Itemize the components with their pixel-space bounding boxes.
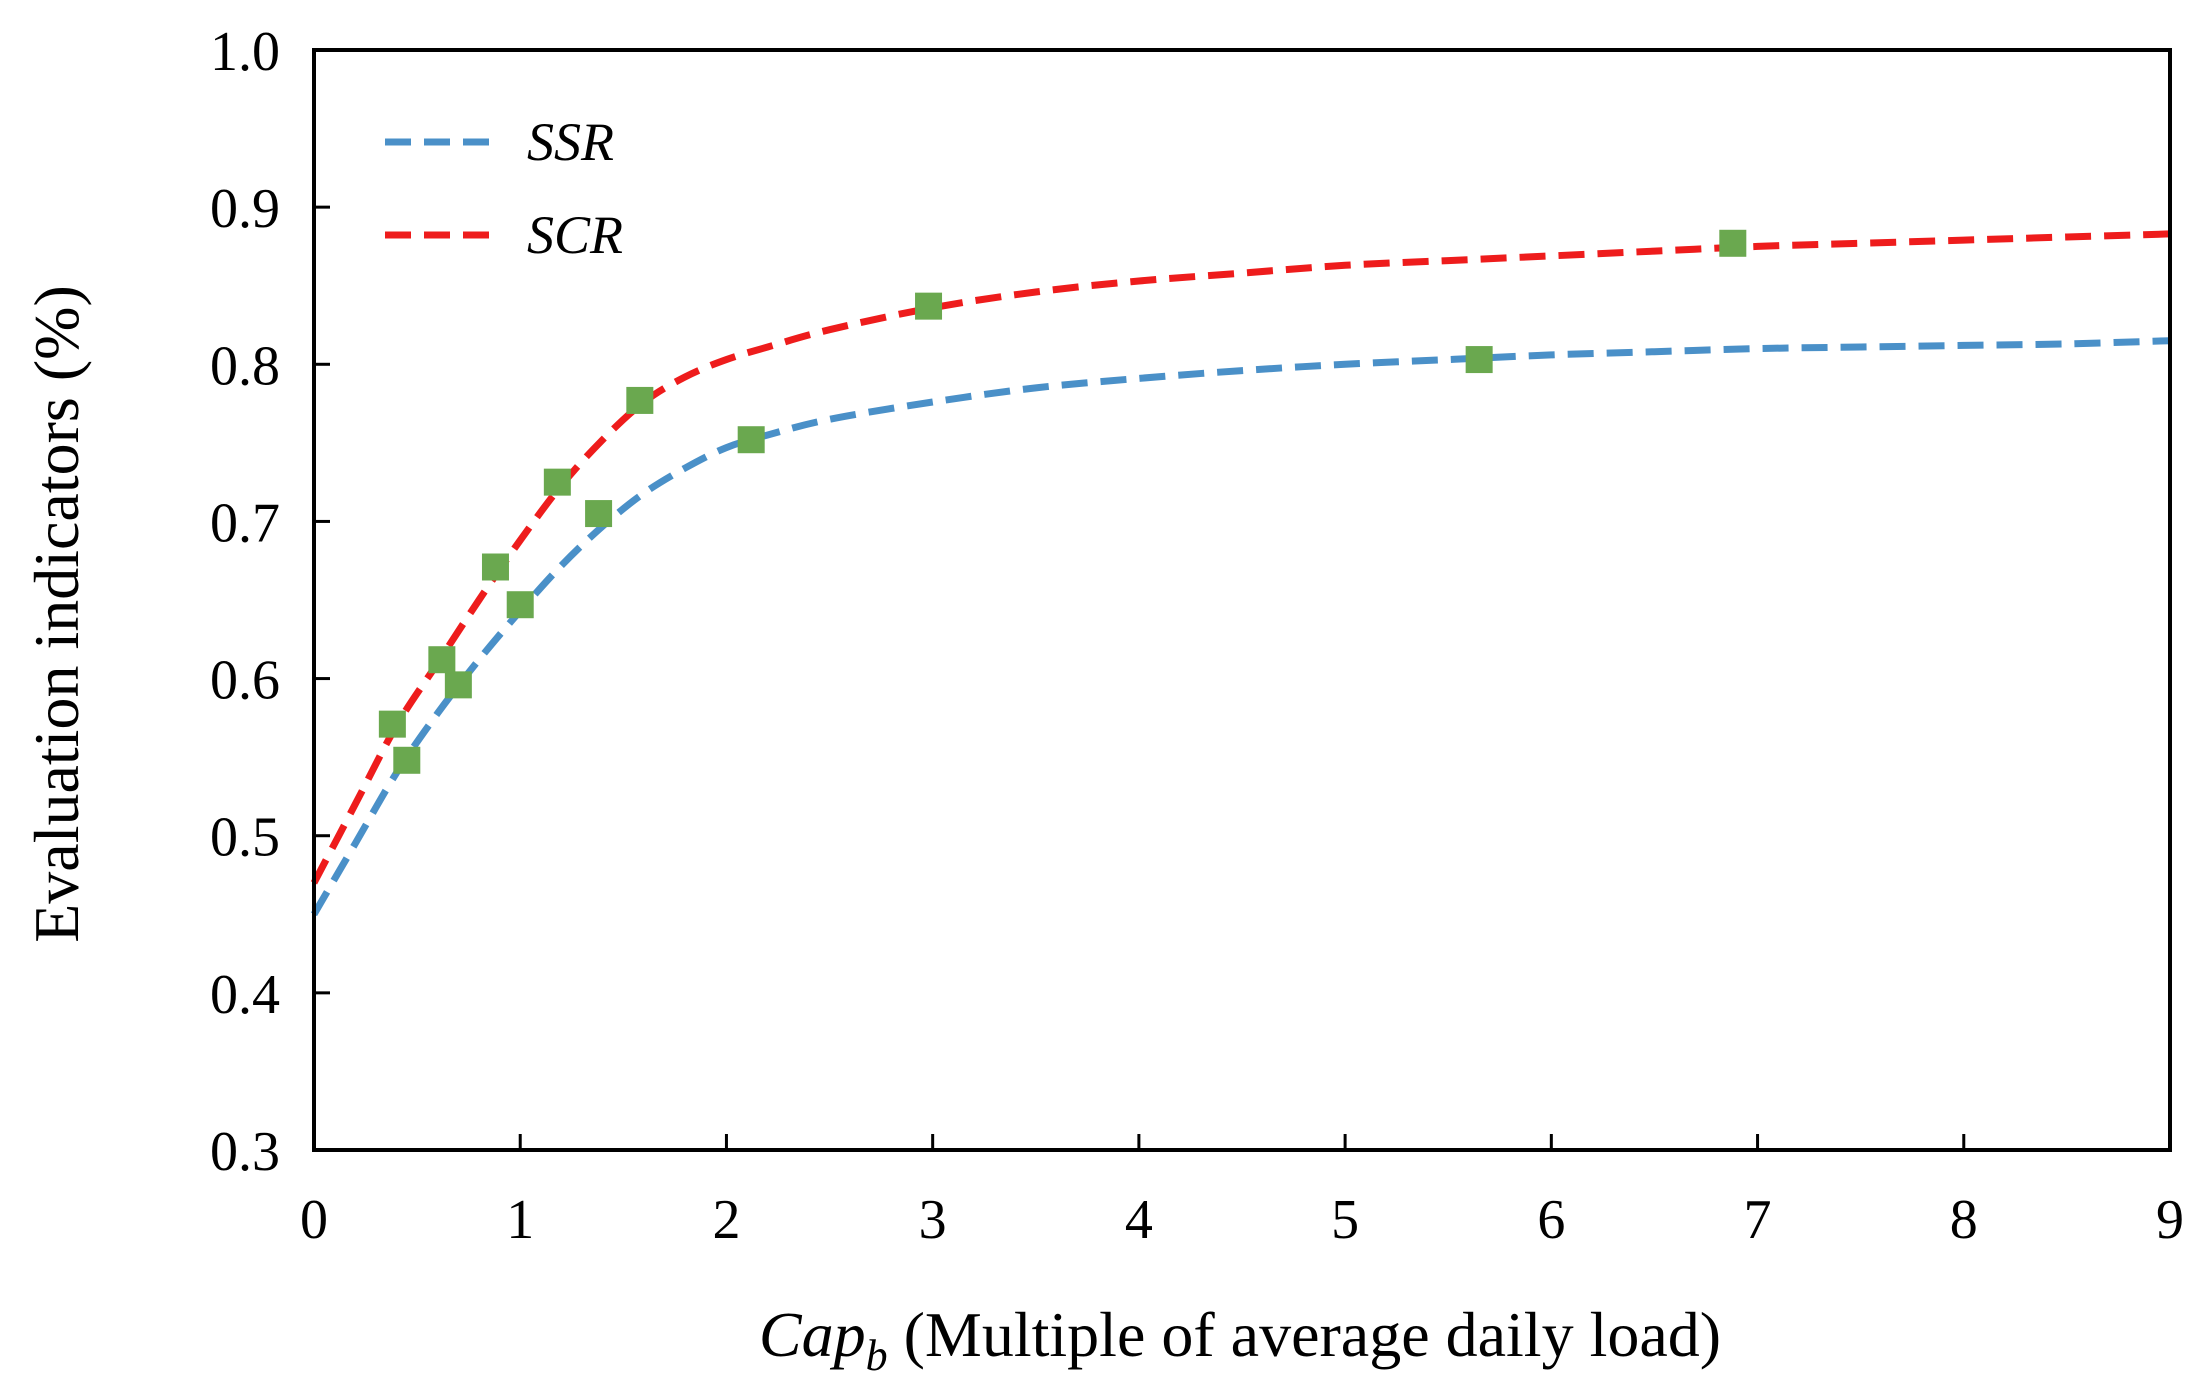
y-tick-label: 0.8 xyxy=(210,335,280,397)
x-tick-label: 0 xyxy=(300,1189,328,1251)
y-tick-label: 0.5 xyxy=(210,807,280,869)
data-point-scr xyxy=(428,646,456,674)
legend-label-ssr: SSR xyxy=(527,112,614,172)
y-tick-label: 0.9 xyxy=(210,178,280,240)
y-tick-label: 0.6 xyxy=(210,650,280,712)
series-line-scr xyxy=(310,230,2171,885)
legend: SSR SCR xyxy=(385,112,623,265)
marker-layer xyxy=(378,229,1747,774)
data-point-ssr xyxy=(506,591,534,619)
data-point-scr xyxy=(543,468,571,496)
data-point-ssr xyxy=(393,746,421,774)
data-point-scr xyxy=(915,292,943,320)
x-tick-label: 2 xyxy=(712,1189,740,1251)
y-tick-label: 0.3 xyxy=(210,1121,280,1183)
x-axis-title: Capb (Multiple of average daily load) xyxy=(759,1299,1721,1380)
x-axis-title-text: (Multiple of average daily load) xyxy=(888,1299,1721,1370)
x-axis-title-subscript: b xyxy=(866,1331,888,1380)
y-tick-label: 0.4 xyxy=(210,964,280,1026)
series-line-ssr xyxy=(310,337,2171,917)
data-point-scr xyxy=(1719,229,1747,257)
series-layer xyxy=(310,230,2171,917)
data-point-scr xyxy=(626,386,654,414)
data-point-ssr xyxy=(444,671,472,699)
legend-label-scr: SCR xyxy=(527,205,623,265)
y-axis-title: Evaluation indicators (%) xyxy=(21,285,92,943)
plot-frame xyxy=(312,48,2172,1152)
x-tick-label: 5 xyxy=(1331,1189,1359,1251)
data-point-ssr xyxy=(1465,346,1493,374)
x-axis-title-variable: Cap xyxy=(759,1299,866,1370)
data-point-scr xyxy=(378,710,406,738)
data-point-ssr xyxy=(737,426,765,454)
x-tick-label: 4 xyxy=(1125,1189,1153,1251)
y-tick-label: 0.7 xyxy=(210,492,280,554)
x-tick-label: 7 xyxy=(1744,1189,1772,1251)
x-tick-label: 9 xyxy=(2156,1189,2184,1251)
data-point-ssr xyxy=(585,500,613,528)
x-tick-label: 3 xyxy=(919,1189,947,1251)
data-point-scr xyxy=(481,553,509,581)
y-tick-label: 1.0 xyxy=(210,21,280,83)
x-tick-label: 1 xyxy=(506,1189,534,1251)
x-axis-ticks: 0 1 2 3 4 5 6 7 8 9 xyxy=(300,1134,2184,1251)
y-axis-ticks: 0.3 0.4 0.5 0.6 0.7 0.8 0.9 1.0 xyxy=(210,21,330,1183)
x-tick-label: 6 xyxy=(1537,1189,1565,1251)
x-tick-label: 8 xyxy=(1950,1189,1978,1251)
